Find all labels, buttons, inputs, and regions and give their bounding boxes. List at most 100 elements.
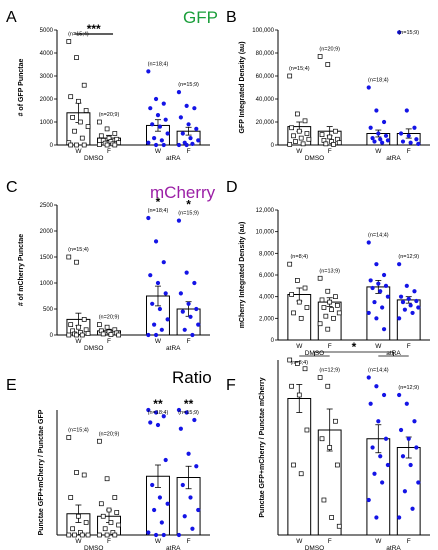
- data-point: [325, 383, 331, 389]
- data-point: [74, 55, 79, 60]
- n-label: (n=8;4): [290, 360, 308, 366]
- data-point: [397, 515, 402, 520]
- data-point: [414, 445, 419, 450]
- data-point: [408, 140, 413, 145]
- data-point: [287, 261, 293, 267]
- x-tick-label: W: [155, 538, 162, 545]
- data-point: [184, 270, 189, 275]
- y-tick-label: 2000: [40, 97, 54, 103]
- chart-panel-F: Punctae GFP+mCherry / Punctae mCherry W (n…: [259, 340, 430, 550]
- y-tick-label: 8,000: [259, 251, 275, 257]
- data-point: [152, 322, 157, 327]
- data-point: [336, 523, 342, 529]
- x-tick-label: F: [407, 343, 411, 350]
- data-point: [116, 140, 122, 146]
- n-label: (n=20;9): [99, 315, 120, 321]
- data-point: [400, 454, 406, 459]
- data-point: [104, 142, 110, 148]
- data-point: [381, 327, 387, 332]
- data-point: [298, 471, 304, 477]
- data-point: [295, 278, 300, 283]
- data-point: [317, 54, 323, 59]
- x-tick-label: W: [296, 148, 303, 155]
- x-tick-label: W: [375, 538, 382, 545]
- data-point: [106, 507, 112, 513]
- panel-label: E: [6, 377, 17, 394]
- data-point: [368, 278, 373, 283]
- data-point: [287, 357, 293, 363]
- data-point: [317, 375, 323, 380]
- data-point: [83, 108, 89, 113]
- data-point: [400, 139, 406, 144]
- data-point: [374, 316, 379, 321]
- data-point: [114, 510, 120, 515]
- data-point: [153, 96, 159, 102]
- data-point: [408, 303, 413, 308]
- data-point: [180, 309, 185, 314]
- data-point: [116, 522, 122, 528]
- y-axis-label: Punctae GFP+mCherry / Punctae GFP: [38, 409, 45, 535]
- data-point: [296, 392, 302, 398]
- data-point: [321, 305, 327, 310]
- data-point: [306, 136, 312, 142]
- panel-label: D: [226, 179, 238, 196]
- data-point: [188, 314, 193, 319]
- data-point: [163, 117, 168, 122]
- section-title-mcherry: mCherry: [150, 183, 216, 202]
- data-point: [376, 419, 381, 424]
- data-point: [182, 514, 187, 519]
- data-point: [85, 331, 91, 336]
- group-label: DMSO: [84, 545, 104, 550]
- data-point: [296, 128, 302, 134]
- n-label: (n=20;9): [99, 112, 120, 118]
- data-point: [397, 316, 402, 321]
- panel-label: F: [226, 377, 236, 394]
- data-point: [146, 332, 151, 338]
- data-point: [100, 331, 106, 337]
- data-point: [159, 138, 164, 143]
- data-point: [416, 480, 421, 485]
- data-point: [186, 451, 191, 456]
- data-point: [81, 142, 87, 148]
- n-label: (n=18;4): [148, 410, 169, 416]
- data-point: [70, 115, 75, 120]
- data-point: [83, 520, 89, 525]
- data-point: [416, 141, 421, 146]
- data-point: [97, 532, 102, 538]
- data-point: [155, 280, 161, 286]
- data-point: [376, 281, 381, 286]
- data-point: [159, 327, 164, 332]
- bar: [366, 438, 391, 536]
- data-point: [410, 310, 415, 316]
- n-label: (n=13;9): [319, 268, 340, 274]
- y-tick-label: 100,000: [252, 28, 274, 34]
- y-tick-label: 2,000: [259, 316, 275, 322]
- n-label: (n=15;9): [178, 82, 199, 88]
- data-point: [329, 515, 334, 520]
- data-point: [176, 142, 182, 148]
- data-point: [184, 103, 189, 108]
- chart-panel-A: 0 1000 2000 3000 4000 5000 # of GFP Punctae W (n…: [18, 22, 210, 162]
- y-tick-label: 2000: [40, 229, 54, 235]
- significance-marker: ***: [87, 22, 101, 36]
- data-point: [380, 140, 385, 145]
- data-point: [66, 332, 72, 338]
- x-tick-label: F: [407, 148, 411, 155]
- panel-label: C: [6, 179, 18, 196]
- data-point: [366, 497, 371, 503]
- data-point: [378, 289, 383, 294]
- data-point: [370, 445, 375, 450]
- data-point: [176, 218, 182, 223]
- data-point: [333, 418, 338, 424]
- data-point: [325, 288, 331, 294]
- data-point: [410, 506, 415, 511]
- data-point: [298, 315, 304, 321]
- n-label: (n=18;4): [148, 61, 169, 67]
- data-point: [331, 142, 336, 147]
- y-axis-label: mCherry Integrated Density (au): [239, 222, 246, 329]
- data-point: [184, 410, 189, 415]
- data-point: [378, 137, 383, 142]
- data-point: [76, 324, 81, 330]
